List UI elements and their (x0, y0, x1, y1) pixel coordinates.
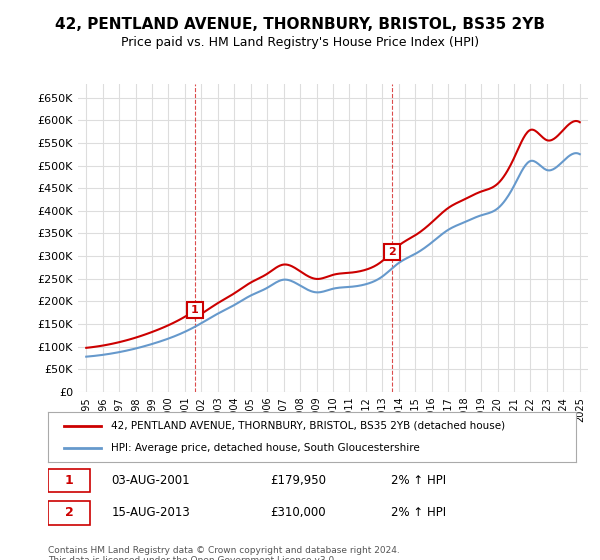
Text: Price paid vs. HM Land Registry's House Price Index (HPI): Price paid vs. HM Land Registry's House … (121, 36, 479, 49)
Text: Contains HM Land Registry data © Crown copyright and database right 2024.
This d: Contains HM Land Registry data © Crown c… (48, 546, 400, 560)
Text: 1: 1 (191, 306, 199, 315)
Text: 42, PENTLAND AVENUE, THORNBURY, BRISTOL, BS35 2YB (detached house): 42, PENTLAND AVENUE, THORNBURY, BRISTOL,… (112, 421, 505, 431)
Text: 2% ↑ HPI: 2% ↑ HPI (391, 474, 446, 487)
Text: 03-AUG-2001: 03-AUG-2001 (112, 474, 190, 487)
FancyBboxPatch shape (48, 501, 90, 525)
Text: 1: 1 (65, 474, 73, 487)
Text: 42, PENTLAND AVENUE, THORNBURY, BRISTOL, BS35 2YB: 42, PENTLAND AVENUE, THORNBURY, BRISTOL,… (55, 17, 545, 32)
Text: 15-AUG-2013: 15-AUG-2013 (112, 506, 190, 519)
Text: 2% ↑ HPI: 2% ↑ HPI (391, 506, 446, 519)
Text: £179,950: £179,950 (270, 474, 326, 487)
Text: HPI: Average price, detached house, South Gloucestershire: HPI: Average price, detached house, Sout… (112, 443, 420, 453)
Text: £310,000: £310,000 (270, 506, 325, 519)
Text: 2: 2 (388, 246, 396, 256)
Text: 2: 2 (65, 506, 73, 519)
FancyBboxPatch shape (48, 469, 90, 492)
